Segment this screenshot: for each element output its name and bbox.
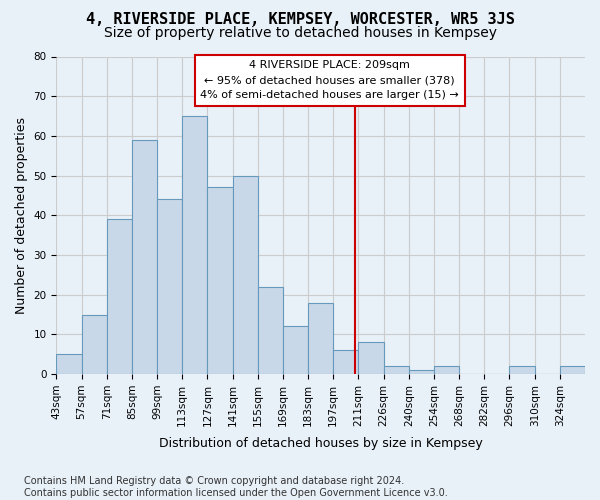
- Bar: [157, 200, 182, 374]
- X-axis label: Distribution of detached houses by size in Kempsey: Distribution of detached houses by size …: [159, 437, 482, 450]
- Text: 4 RIVERSIDE PLACE: 209sqm
← 95% of detached houses are smaller (378)
4% of semi-: 4 RIVERSIDE PLACE: 209sqm ← 95% of detac…: [200, 60, 459, 100]
- Bar: [333, 350, 358, 374]
- Bar: [132, 140, 157, 374]
- Text: Size of property relative to detached houses in Kempsey: Size of property relative to detached ho…: [104, 26, 497, 40]
- Bar: [409, 370, 434, 374]
- Bar: [182, 116, 208, 374]
- Bar: [509, 366, 535, 374]
- Bar: [283, 326, 308, 374]
- Bar: [383, 366, 409, 374]
- Bar: [308, 302, 333, 374]
- Bar: [560, 366, 585, 374]
- Bar: [107, 219, 132, 374]
- Bar: [208, 188, 233, 374]
- Bar: [434, 366, 459, 374]
- Bar: [258, 286, 283, 374]
- Y-axis label: Number of detached properties: Number of detached properties: [15, 117, 28, 314]
- Bar: [233, 176, 258, 374]
- Bar: [358, 342, 383, 374]
- Text: 4, RIVERSIDE PLACE, KEMPSEY, WORCESTER, WR5 3JS: 4, RIVERSIDE PLACE, KEMPSEY, WORCESTER, …: [86, 12, 514, 26]
- Text: Contains HM Land Registry data © Crown copyright and database right 2024.
Contai: Contains HM Land Registry data © Crown c…: [24, 476, 448, 498]
- Bar: [56, 354, 82, 374]
- Bar: [82, 314, 107, 374]
